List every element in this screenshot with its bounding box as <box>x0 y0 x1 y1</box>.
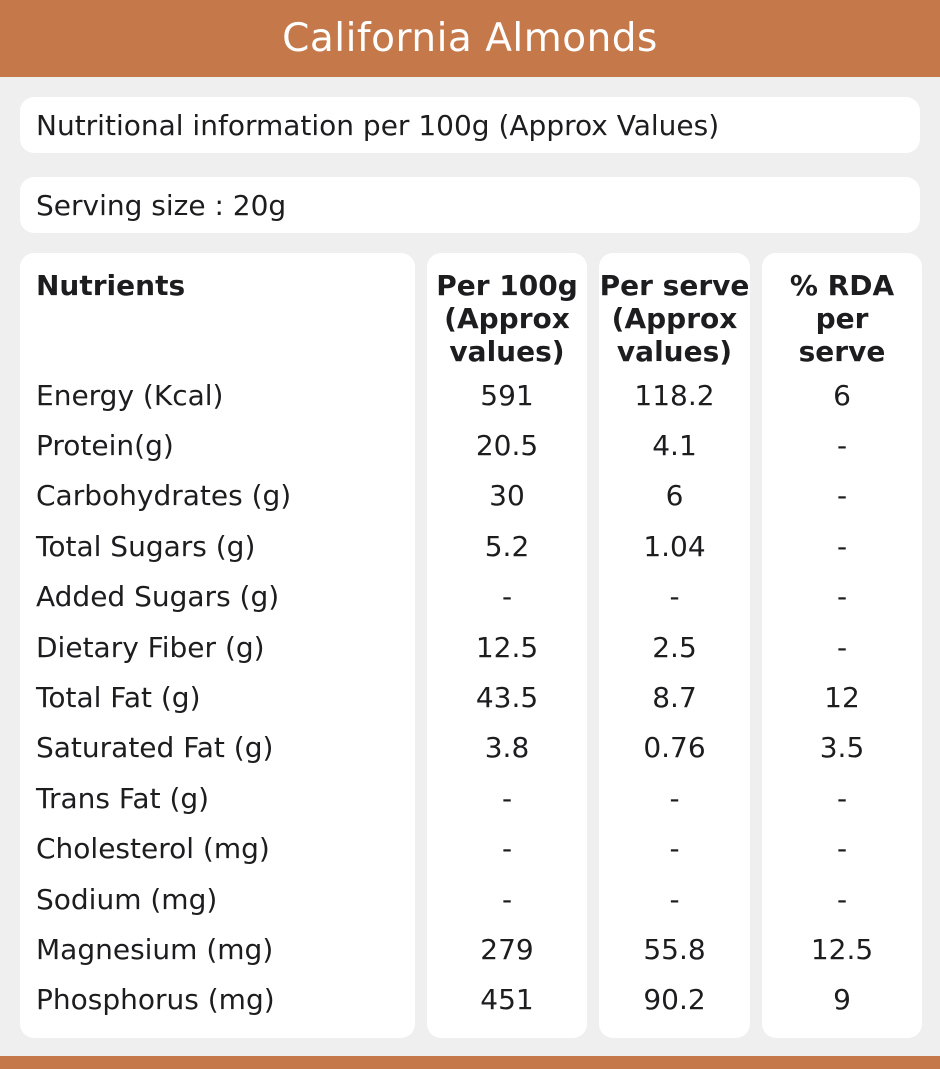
rda-value: 12.5 <box>810 932 874 966</box>
nutrient-label: Trans Fat (g) <box>36 781 210 815</box>
per-100g-value: - <box>501 832 513 866</box>
per-100g-value: 3.8 <box>484 731 530 765</box>
page-title: California Almonds <box>282 16 658 61</box>
nutrient-label: Sodium (mg) <box>36 882 218 916</box>
rda-value: - <box>836 479 848 513</box>
per-100g-value: 20.5 <box>475 429 539 463</box>
rda-value: - <box>836 630 848 664</box>
per-serve-value: - <box>669 781 680 815</box>
per-serve-value: - <box>669 580 680 614</box>
serving-size-bar: Serving size : 20g <box>20 177 920 233</box>
nutrient-label: Added Sugars (g) <box>36 580 280 614</box>
column-rda-per-serve: % RDA per serve 6 - - - - - 12 3.5 - - -… <box>762 253 922 1038</box>
column-header-nutrients: Nutrients <box>36 269 186 302</box>
per-serve-value: - <box>669 882 680 916</box>
rda-value: 9 <box>833 983 851 1017</box>
per-100g-value: 43.5 <box>475 681 539 715</box>
rda-value: - <box>836 781 848 815</box>
rda-value: - <box>836 832 848 866</box>
nutrition-table: Nutrients Energy (Kcal) Protein(g) Carbo… <box>20 253 922 1038</box>
footer-accent-strip <box>0 1056 940 1069</box>
per-serve-value: 4.1 <box>652 429 697 463</box>
per-100g-value: 591 <box>480 378 534 412</box>
nutrient-label: Magnesium (mg) <box>36 932 274 966</box>
nutritional-info-text: Nutritional information per 100g (Approx… <box>36 108 720 142</box>
column-header-per-100g: Per 100g (Approx values) <box>436 269 578 368</box>
column-per-100g: Per 100g (Approx values) 591 20.5 30 5.2… <box>427 253 587 1038</box>
nutrient-label: Phosphorus (mg) <box>36 983 275 1017</box>
app-header: California Almonds <box>0 0 940 77</box>
rda-value: - <box>836 882 848 916</box>
per-100g-value: - <box>501 781 513 815</box>
nutrient-label: Dietary Fiber (g) <box>36 630 265 664</box>
per-100g-value: 12.5 <box>475 630 539 664</box>
per-100g-value: 279 <box>480 932 534 966</box>
nutrient-label: Carbohydrates (g) <box>36 479 292 513</box>
per-100g-value: - <box>501 580 513 614</box>
rda-value: 12 <box>824 681 860 715</box>
per-100g-value: 451 <box>480 983 534 1017</box>
nutrient-label: Saturated Fat (g) <box>36 731 274 765</box>
rda-value: - <box>836 429 848 463</box>
per-serve-value: - <box>669 832 680 866</box>
nutrient-label: Cholesterol (mg) <box>36 832 270 866</box>
nutrient-label: Total Sugars (g) <box>36 529 256 563</box>
per-serve-value: 2.5 <box>652 630 697 664</box>
per-serve-value: 8.7 <box>652 681 697 715</box>
serving-size-text: Serving size : 20g <box>36 188 287 222</box>
per-100g-value: 30 <box>489 479 525 513</box>
nutrient-label: Protein(g) <box>36 429 174 463</box>
per-serve-value: 118.2 <box>634 378 715 412</box>
rda-value: - <box>836 580 848 614</box>
nutrient-label: Total Fat (g) <box>36 681 201 715</box>
column-header-per-serve: Per serve (Approx values) <box>599 269 750 368</box>
rda-value: 6 <box>833 378 851 412</box>
per-100g-value: 5.2 <box>484 529 530 563</box>
column-nutrients: Nutrients Energy (Kcal) Protein(g) Carbo… <box>20 253 415 1038</box>
per-serve-value: 55.8 <box>643 932 706 966</box>
per-serve-value: 0.76 <box>643 731 706 765</box>
column-per-serve: Per serve (Approx values) 118.2 4.1 6 1.… <box>599 253 750 1038</box>
column-header-rda: % RDA per serve <box>789 269 895 368</box>
rda-value: - <box>836 529 848 563</box>
per-serve-value: 6 <box>665 479 684 513</box>
per-serve-value: 1.04 <box>643 529 706 563</box>
nutrient-label: Energy (Kcal) <box>36 378 224 412</box>
per-100g-value: - <box>501 882 513 916</box>
per-serve-value: 90.2 <box>643 983 706 1017</box>
rda-value: 3.5 <box>819 731 865 765</box>
nutritional-info-bar: Nutritional information per 100g (Approx… <box>20 97 920 153</box>
